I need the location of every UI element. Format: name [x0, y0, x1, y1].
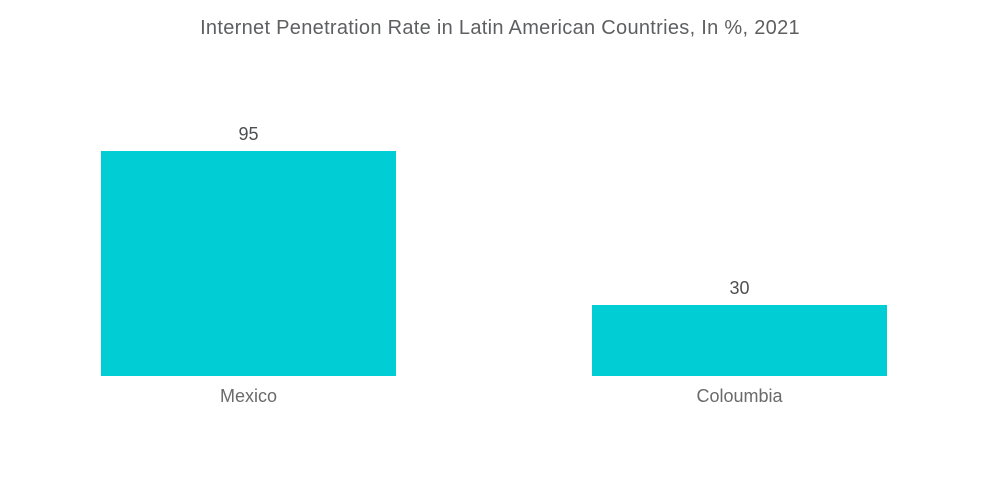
bar-mexico	[101, 151, 396, 376]
category-label-mexico: Mexico	[219, 386, 277, 406]
bar-group-mexico: 95 Mexico	[101, 0, 396, 406]
bar-value-label-coloumbia: 30	[729, 278, 750, 298]
bar-group-coloumbia: 30 Coloumbia	[592, 0, 887, 406]
bar-coloumbia	[592, 305, 887, 376]
chart-title: Internet Penetration Rate in Latin Ameri…	[200, 17, 800, 39]
category-label-coloumbia: Coloumbia	[696, 386, 783, 406]
bar-value-label-mexico: 95	[238, 124, 259, 144]
